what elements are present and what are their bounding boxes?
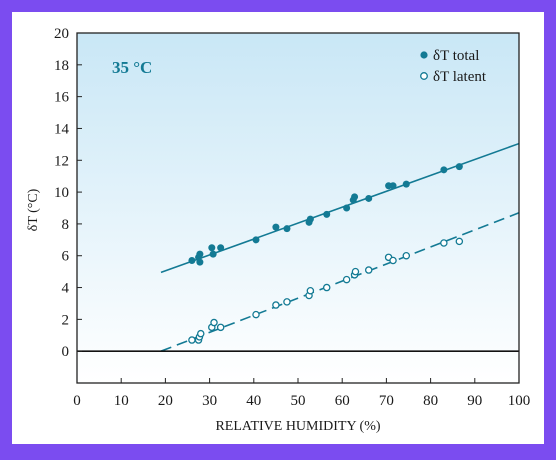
data-point-latent xyxy=(210,318,218,327)
y-tick-label: 10 xyxy=(54,185,69,201)
x-tick-label: 40 xyxy=(246,393,261,409)
data-point-total xyxy=(252,236,260,244)
y-tick-label: 6 xyxy=(62,249,70,265)
data-point-latent xyxy=(402,251,411,260)
data-point-latent xyxy=(440,239,448,247)
data-point-total xyxy=(365,194,373,202)
data-point-total xyxy=(455,163,463,171)
y-axis-title: δT (°C) xyxy=(26,188,41,231)
data-point-total xyxy=(283,225,291,233)
data-point-total xyxy=(306,215,314,223)
x-tick-label: 10 xyxy=(114,393,129,409)
data-point-latent xyxy=(342,275,351,284)
data-point-total xyxy=(272,223,280,231)
y-tick-label: 18 xyxy=(54,58,69,74)
fit-line-latent xyxy=(160,212,519,352)
data-point-total xyxy=(209,250,217,258)
x-tick-label: 90 xyxy=(467,393,482,409)
data-point-latent xyxy=(188,336,196,344)
x-axis-ticks: 0 10 20 30 40 50 60 70 80 90 100 xyxy=(73,378,530,409)
data-point-latent xyxy=(283,298,291,306)
y-tick-label: 8 xyxy=(62,217,70,233)
data-point-latent xyxy=(455,237,464,246)
x-tick-label: 0 xyxy=(73,393,81,409)
x-tick-label: 50 xyxy=(291,393,306,409)
data-point-latent xyxy=(252,310,260,319)
data-point-total xyxy=(389,182,397,190)
legend-marker-latent xyxy=(420,72,428,80)
x-tick-label: 80 xyxy=(423,393,438,409)
x-tick-label: 100 xyxy=(508,393,531,409)
data-point-total xyxy=(402,180,410,188)
x-tick-label: 20 xyxy=(158,393,173,409)
data-point-total xyxy=(188,257,196,264)
x-tick-label: 60 xyxy=(335,393,350,409)
x-axis-title: RELATIVE HUMIDITY (%) xyxy=(215,419,380,434)
data-points xyxy=(188,163,464,344)
y-tick-label: 4 xyxy=(62,281,70,297)
y-tick-label: 14 xyxy=(54,121,70,137)
data-point-latent xyxy=(306,286,315,295)
legend-marker-total xyxy=(420,51,428,59)
data-point-total xyxy=(196,258,204,266)
legend-label-latent: δT latent xyxy=(433,69,487,85)
data-point-total xyxy=(196,250,204,258)
data-point-total xyxy=(343,204,351,212)
chart-frame: 0 10 20 30 40 50 60 70 80 90 100 0 2 4 6 8 10 12 14 16 18 20… xyxy=(12,12,544,444)
data-point-latent xyxy=(197,329,205,338)
y-tick-label: 16 xyxy=(54,90,70,106)
data-point-total xyxy=(323,210,331,218)
data-point-total xyxy=(351,193,359,201)
data-point-total xyxy=(208,244,216,252)
y-axis-ticks: 0 2 4 6 8 10 12 14 16 18 20 xyxy=(54,26,82,360)
y-tick-label: 0 xyxy=(62,344,70,360)
humidity-chart: 0 10 20 30 40 50 60 70 80 90 100 0 2 4 6 8 10 12 14 16 18 20… xyxy=(26,26,530,434)
data-point-total xyxy=(217,244,225,252)
data-point-latent xyxy=(389,256,397,265)
y-tick-label: 2 xyxy=(62,312,70,328)
data-point-latent xyxy=(272,301,280,309)
y-tick-label: 20 xyxy=(54,26,69,42)
data-point-latent xyxy=(351,267,360,276)
data-point-latent xyxy=(322,283,331,292)
x-tick-label: 30 xyxy=(202,393,217,409)
temperature-annotation: 35 °C xyxy=(112,58,152,77)
plot-background xyxy=(77,33,519,383)
data-point-latent xyxy=(216,323,225,332)
data-point-latent xyxy=(364,266,373,274)
y-tick-label: 12 xyxy=(54,153,69,169)
legend-label-total: δT total xyxy=(433,48,479,64)
x-tick-label: 70 xyxy=(379,393,394,409)
legend: δT total δT latent xyxy=(420,48,487,85)
data-point-total xyxy=(440,166,448,174)
